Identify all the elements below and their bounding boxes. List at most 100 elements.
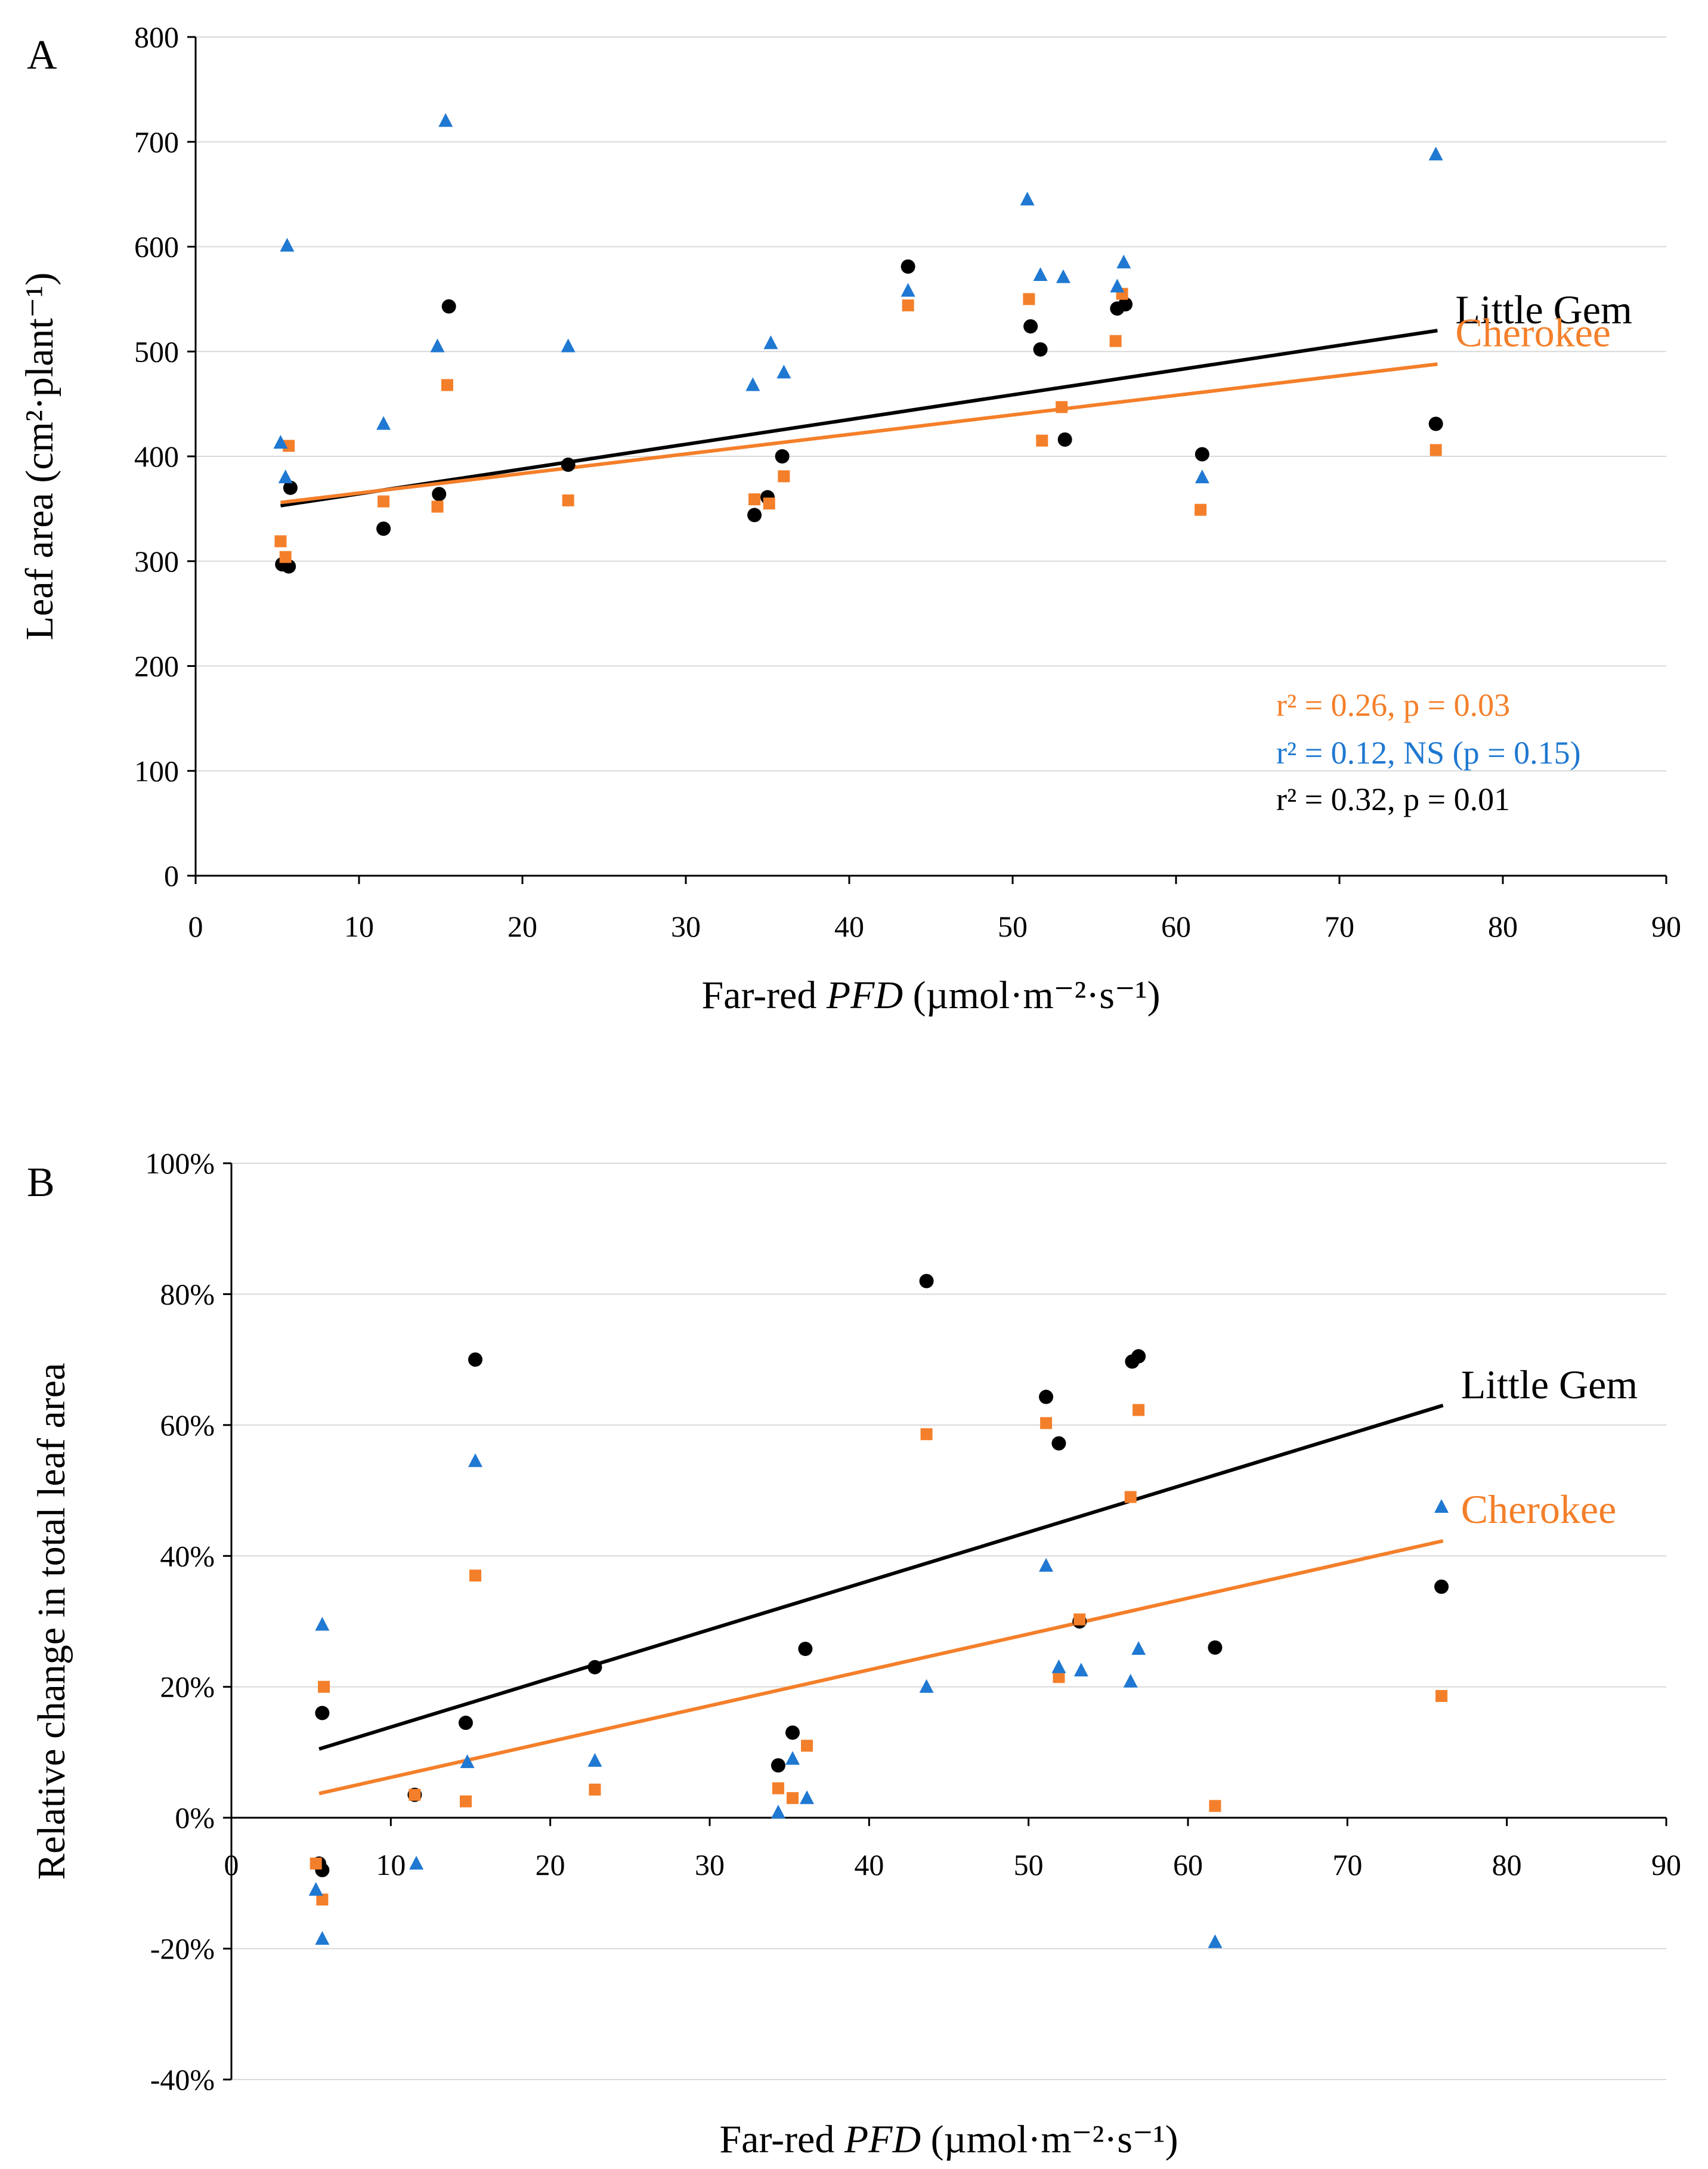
panel-b-x-tick-label: 80 [1492,1848,1522,1881]
panel-a-point-series-3 [1020,191,1035,206]
panel-a-x-tick-label: 50 [998,910,1028,943]
panel-a-point-little-gem [1428,416,1443,431]
panel-a-point-cherokee [902,299,914,311]
panel-b-y-tick-label: 40% [160,1539,215,1572]
panel-b-point-cherokee [801,1739,813,1752]
panel-a-x-tick-label: 90 [1651,910,1681,943]
panel-a-x-tick-label: 60 [1161,910,1191,943]
panel-a-trendline-label-little-gem: Little Gem [1455,287,1632,332]
panel-b-x-axis-title: Far-red PFD (µmol·m⁻²·s⁻¹) [719,2118,1178,2161]
panel-a-point-cherokee [1036,434,1048,447]
panel-a-y-tick-label: 300 [134,545,179,578]
panel-b-y-tick-label: 100% [145,1147,215,1180]
panel-a-point-little-gem [1023,319,1038,334]
panel-b-y-tick-label: 20% [160,1670,215,1704]
panel-a-point-little-gem [747,508,762,523]
panel-b-point-cherokee [1209,1800,1221,1812]
panel-b-point-cherokee [318,1680,330,1693]
panel-b-point-little-gem [785,1725,800,1740]
panel-a-point-series-3 [901,283,915,297]
panel-a-point-cherokee [431,500,444,513]
panel-a-point-cherokee [441,379,453,391]
panel-b-x-tick-label: 60 [1173,1848,1203,1881]
panel-a-y-tick-label: 600 [134,230,179,264]
panel-b-label: B [27,1160,55,1206]
panel-a-point-series-3 [1195,469,1209,484]
panel-b-point-little-gem [798,1642,813,1657]
panel-a-point-little-gem [901,259,915,274]
panel-a-point-little-gem [1033,342,1048,357]
panel-b-point-series-3 [409,1855,424,1870]
panel-b-point-series-3 [468,1453,483,1467]
panel-b-point-little-gem [1131,1349,1146,1364]
panel-a-point-series-3 [745,377,760,391]
panel-b-point-little-gem [771,1758,785,1773]
panel-a-annotation: r² = 0.26, p = 0.03 [1276,687,1510,723]
panel-b-trendline-label-little-gem: Little Gem [1461,1362,1638,1407]
panel-b-x-tick-label: 0 [224,1848,239,1881]
panel-a-point-series-3 [1056,269,1070,283]
panel-a-point-series-3 [776,364,791,379]
panel-b-x-tick-label: 40 [854,1848,884,1881]
panel-a-y-tick-label: 500 [134,335,179,368]
panel-a-x-tick-label: 0 [188,910,203,943]
panel-a-point-series-3 [278,469,293,484]
panel-b-point-series-3 [1039,1558,1054,1572]
panel-a-y-tick-label: 700 [134,125,179,159]
panel-a-point-series-3 [430,338,445,353]
panel-b-point-cherokee [1053,1671,1065,1683]
panel-b-point-cherokee [1040,1417,1053,1429]
panel-a-trendline-little-gem [280,329,1438,508]
panel-a-point-cherokee [562,494,574,506]
panel-a-x-tick-label: 40 [834,910,864,943]
panel-b-point-series-3 [785,1751,800,1765]
panel-b-x-tick-label: 30 [695,1848,725,1881]
panel-a-point-cherokee [1429,444,1442,456]
panel-b-point-series-3 [1073,1663,1088,1677]
panel-b-point-cherokee [310,1857,322,1870]
panel-b-point-series-3 [1123,1673,1138,1688]
panel-b-point-little-gem [1039,1389,1054,1404]
panel-a-x-tick-label: 70 [1325,910,1354,943]
panel-a-point-little-gem [1057,432,1072,447]
panel-b-point-cherokee [772,1782,784,1794]
panel-a-point-cherokee [378,495,390,508]
panel-a-point-cherokee [748,493,761,506]
panel-b-x-axis-title-unit: (µmol·m⁻²·s⁻¹) [921,2118,1178,2161]
panel-b-y-axis-title: Relative change in total leaf area [30,1363,73,1880]
panel-a-point-cherokee [1195,503,1207,516]
panel-a-x-tick-label: 20 [508,910,537,943]
panel-b-y-tick-label: 80% [160,1277,215,1311]
panel-b-point-series-3 [308,1881,323,1896]
panel-a-trendline-cherokee [280,362,1438,505]
panel-a-point-little-gem [1118,297,1133,312]
panel-b-x-axis-title-pfd: PFD [844,2118,921,2161]
panel-a-point-series-3 [763,335,778,350]
panel-b-point-series-3 [587,1753,602,1767]
panel-b-point-little-gem [1434,1579,1449,1594]
panel-b-point-cherokee [459,1795,472,1808]
panel-b-y-tick-label: 60% [160,1408,215,1442]
panel-b-trendline-cherokee [318,1539,1444,1796]
panel-a-point-series-3 [376,416,391,430]
panel-a-trendline-label-cherokee: Cherokee [1455,310,1611,355]
panel-a-y-tick-label: 800 [134,20,179,54]
panel-b-point-series-3 [771,1805,785,1819]
panel-a-point-little-gem [775,449,790,464]
panel-a-point-little-gem [441,299,456,314]
panel-b-point-cherokee [1435,1690,1448,1703]
panel-b-x-tick-label: 10 [376,1848,406,1881]
panel-b-point-cherokee [920,1428,933,1441]
panel-b-point-little-gem [1208,1640,1223,1655]
panel-b-point-series-3 [1208,1934,1223,1948]
panel-a-x-axis-title-pfd: PFD [826,974,903,1017]
panel-a-x-axis-title: Far-red PFD (µmol·m⁻²·s⁻¹) [701,974,1160,1017]
panel-b-point-cherokee [409,1788,421,1801]
panel-b-point-series-3 [1434,1499,1449,1513]
panel-a-x-axis-title-prefix: Far-red [701,974,826,1017]
panel-b-trendline-little-gem [318,1404,1444,1751]
panel-a-point-cherokee [1109,335,1122,347]
panel-a-y-tick-label: 400 [134,440,179,473]
panel-a-y-axis-title: Leaf area (cm²·plant⁻¹) [18,273,61,641]
